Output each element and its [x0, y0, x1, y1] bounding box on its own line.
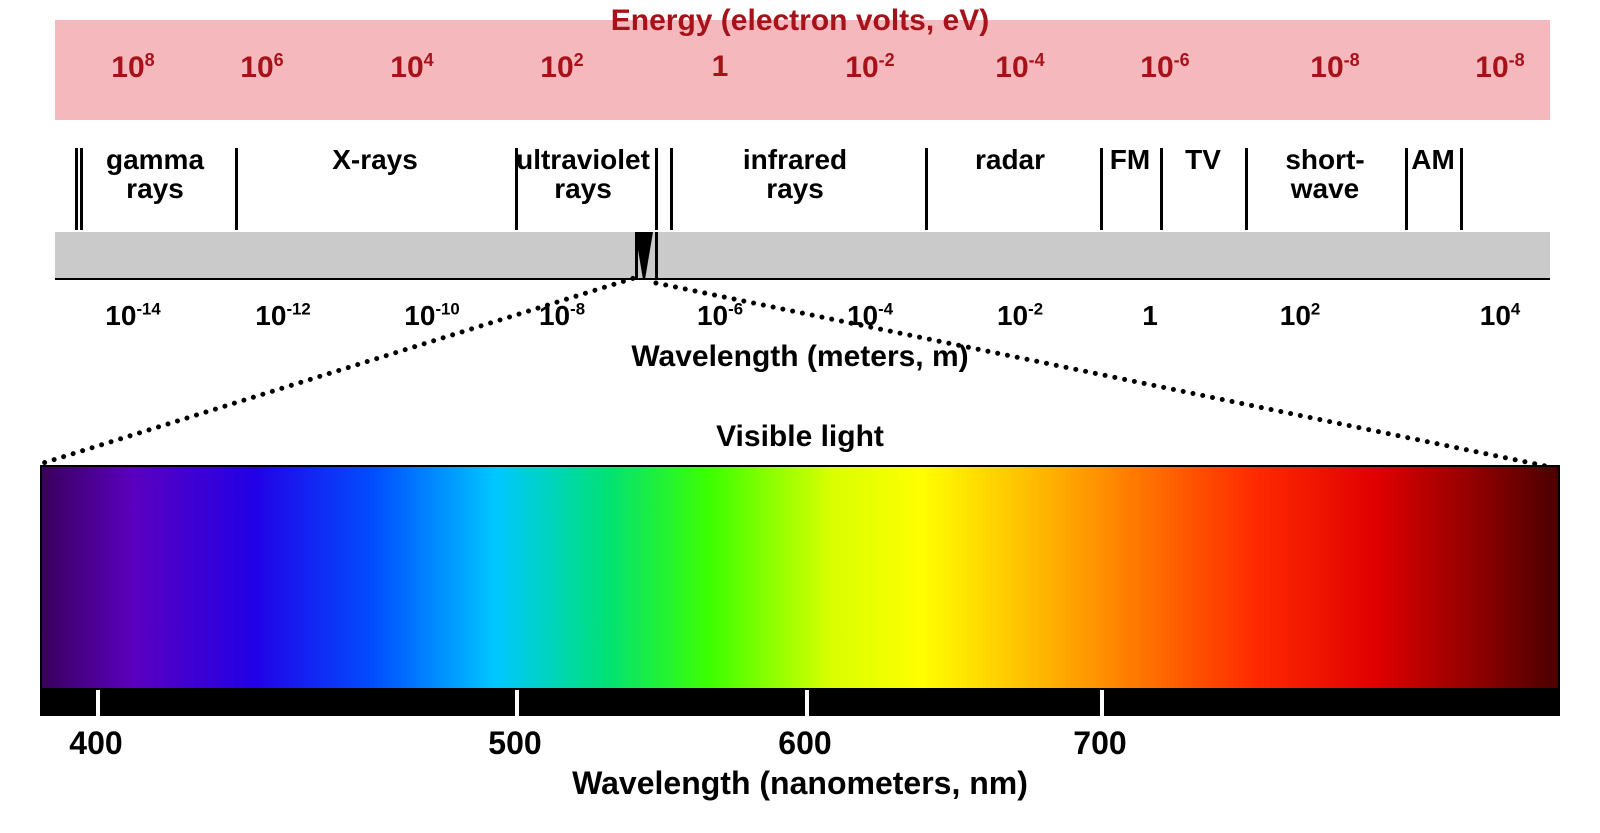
- visible-nm-tick: 700: [1073, 725, 1126, 762]
- region-label: infraredrays: [743, 145, 847, 204]
- wavelength-m-tick: 10-10: [404, 300, 459, 332]
- region-label: radar: [975, 145, 1045, 174]
- region-divider: [1160, 148, 1163, 230]
- region-divider: [1405, 148, 1408, 230]
- energy-tick: 10-4: [995, 50, 1044, 85]
- region-label: AM: [1411, 145, 1455, 174]
- visible-nm-tickmark: [515, 690, 519, 716]
- region-label: short-wave: [1285, 145, 1364, 204]
- region-label: TV: [1185, 145, 1221, 174]
- wavelength-m-tickmark: [655, 232, 658, 278]
- wavelength-m-tick: 1: [1142, 300, 1158, 332]
- visible-spectrum-axis: [40, 690, 1560, 716]
- visible-nm-tickmark: [805, 690, 809, 716]
- energy-tick: 108: [111, 50, 154, 85]
- energy-tick: 102: [540, 50, 583, 85]
- energy-tick: 104: [390, 50, 433, 85]
- wavelength-m-tick: 10-2: [997, 300, 1043, 332]
- region-divider: [75, 148, 78, 230]
- energy-tick: 106: [240, 50, 283, 85]
- energy-tick: 10-6: [1140, 50, 1189, 85]
- region-divider: [1100, 148, 1103, 230]
- wavelength-m-title: Wavelength (meters, m): [0, 340, 1600, 374]
- region-divider: [235, 148, 238, 230]
- energy-tick: 10-8: [1310, 50, 1359, 85]
- visible-nm-tickmark: [1100, 690, 1104, 716]
- region-divider: [1245, 148, 1248, 230]
- wavelength-m-tickmark: [635, 232, 638, 278]
- region-label: X-rays: [332, 145, 418, 174]
- region-label: gammarays: [106, 145, 204, 204]
- wavelength-m-tick: 102: [1280, 300, 1321, 332]
- visible-spectrum-bar: [40, 465, 1560, 690]
- region-label: ultravioletrays: [516, 145, 650, 204]
- visible-light-title: Visible light: [0, 420, 1600, 454]
- wavelength-m-tick: 10-12: [255, 300, 310, 332]
- energy-tick: 10-8: [1475, 50, 1524, 85]
- visible-nm-tick: 500: [488, 725, 541, 762]
- visible-nm-tick: 600: [778, 725, 831, 762]
- region-divider: [655, 148, 658, 230]
- energy-tick: 1: [712, 50, 729, 84]
- wavelength-m-tick: 10-14: [105, 300, 160, 332]
- visible-nm-tickmark: [96, 690, 100, 716]
- region-divider: [1460, 148, 1463, 230]
- visible-nm-tick: 400: [69, 725, 122, 762]
- em-spectrum-diagram: Energy (electron volts, eV) 108 106 104 102…: [0, 0, 1600, 833]
- region-divider: [925, 148, 928, 230]
- region-label: FM: [1110, 145, 1150, 174]
- wavelength-nm-title: Wavelength (nanometers, nm): [0, 765, 1600, 802]
- wavelength-m-tick: 104: [1480, 300, 1521, 332]
- region-divider: [670, 148, 673, 230]
- wavelength-grey-bar: [55, 232, 1550, 280]
- region-divider: [80, 148, 83, 230]
- wavelength-m-tick: 10-6: [697, 300, 743, 332]
- energy-tick: 10-2: [845, 50, 894, 85]
- energy-scale-title: Energy (electron volts, eV): [0, 4, 1600, 38]
